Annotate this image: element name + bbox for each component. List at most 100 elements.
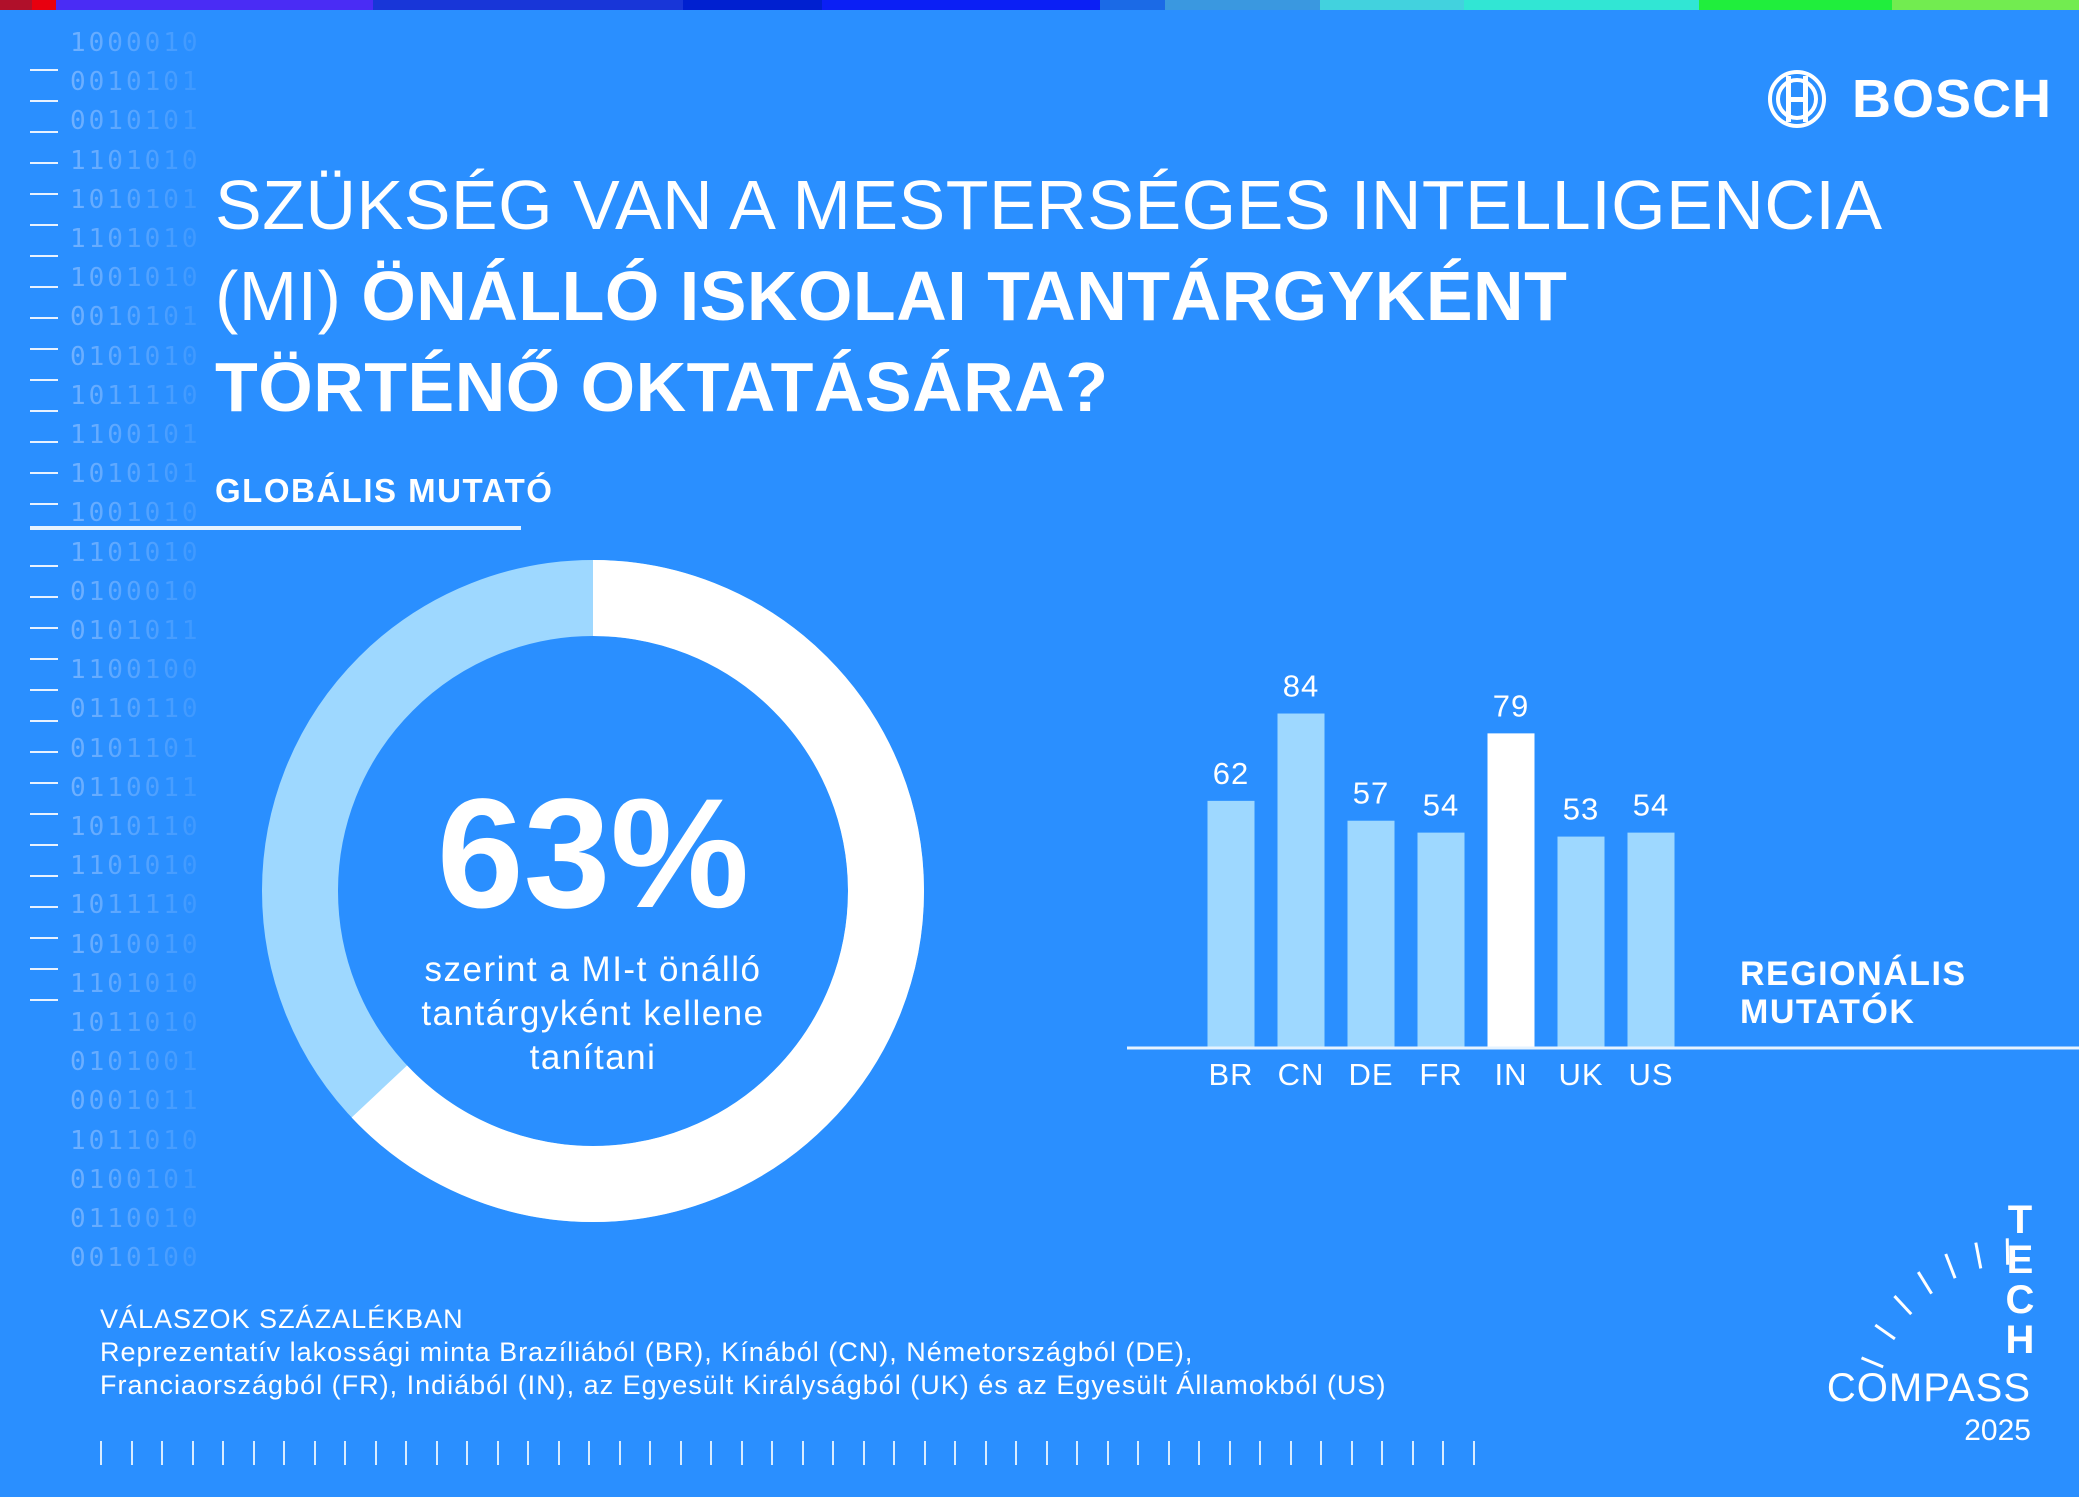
ruler-dash <box>30 751 58 753</box>
ruler-dash <box>30 410 58 412</box>
ruler-dash <box>30 100 58 102</box>
binary-row: 1011110 <box>70 380 201 411</box>
binary-row: 1101010 <box>70 145 201 176</box>
ruler-dash <box>30 348 58 350</box>
category-label: DE <box>1348 1057 1393 1092</box>
binary-row: 0001011 <box>70 1086 201 1117</box>
tick-mark <box>1228 1441 1231 1465</box>
bar-cn <box>1277 713 1325 1047</box>
ruler-dash <box>30 472 58 474</box>
regional-label: REGIONÁLIS MUTATÓK <box>1740 955 1967 1031</box>
tick-mark <box>1472 1441 1475 1465</box>
ruler-dash <box>30 224 58 226</box>
ruler-dash <box>30 968 58 970</box>
ruler-dash <box>30 906 58 908</box>
tick-mark <box>313 1441 316 1465</box>
tick-mark <box>1015 1441 1017 1465</box>
category-label: FR <box>1419 1057 1462 1092</box>
compass-tick <box>1974 1242 1983 1269</box>
brand-name: BOSCH <box>1852 69 2053 129</box>
ruler-dash <box>30 937 58 939</box>
bar-value-label: 62 <box>1213 756 1249 791</box>
ruler-dash <box>30 689 58 691</box>
strip-segment <box>1164 0 1320 10</box>
binary-row: 1011010 <box>70 1008 201 1038</box>
bar-value-label: 57 <box>1353 776 1389 811</box>
binary-row: 0101011 <box>70 616 201 646</box>
compass-ticks-icon <box>1860 1238 2010 1369</box>
ruler-dash <box>30 379 58 381</box>
binary-row: 1011110 <box>70 890 201 921</box>
page-title: SZÜKSÉG VAN A MESTERSÉGES INTELLIGENCIA … <box>215 160 1883 433</box>
bar-chart: 62 BR 84 CN 57 DE 54 FR 79 IN 53 UK 54 US <box>1207 669 1675 1092</box>
tick-mark <box>374 1441 377 1465</box>
strip-segment <box>683 0 823 10</box>
ruler-dash <box>30 255 58 257</box>
title-line-1: SZÜKSÉG VAN A MESTERSÉGES INTELLIGENCIA <box>215 166 1883 244</box>
strip-segment <box>32 0 56 10</box>
ruler-dash <box>30 658 58 660</box>
bar-value-label: 54 <box>1423 788 1459 823</box>
strip-segment <box>1699 0 1892 10</box>
tick-mark <box>1259 1441 1261 1465</box>
footer-heading: VÁLASZOK SZÁZALÉKBAN <box>100 1304 464 1334</box>
ruler-dash <box>30 286 58 288</box>
tick-mark <box>893 1441 895 1465</box>
category-label: BR <box>1208 1057 1253 1092</box>
compass-tick <box>1893 1295 1913 1316</box>
binary-row: 1010110 <box>70 812 201 842</box>
binary-row: 1100100 <box>70 655 201 686</box>
binary-row: 0010101 <box>70 67 201 98</box>
ruler-dash <box>30 844 58 846</box>
footer-line: Franciaországból (FR), Indiából (IN), az… <box>100 1370 1387 1400</box>
tick-mark <box>588 1441 590 1465</box>
caption-line: szerint a MI-t önálló <box>424 950 762 989</box>
title-line-2-bold: ÖNÁLLÓ ISKOLAI TANTÁRGYKÉNT <box>361 257 1568 335</box>
binary-row: 1101010 <box>70 968 201 999</box>
category-label: US <box>1628 1057 1673 1092</box>
caption-line: tanítani <box>529 1038 657 1077</box>
tick-mark <box>222 1441 224 1465</box>
ruler-dash <box>30 317 58 319</box>
global-underline <box>30 526 521 530</box>
binary-row: 0101101 <box>70 733 201 764</box>
strip-segment <box>1319 0 1465 10</box>
bar-value-label: 79 <box>1493 688 1529 723</box>
binary-row: 0010101 <box>70 106 201 137</box>
compass-word: COMPASS <box>1826 1366 2031 1410</box>
tick-mark <box>862 1441 865 1465</box>
tick-mark <box>283 1441 285 1465</box>
footer-line: Reprezentatív lakossági minta Brazíliábó… <box>100 1337 1194 1367</box>
ruler-dash <box>30 193 58 195</box>
bosch-logo: BOSCH <box>1766 68 2052 130</box>
tick-mark <box>252 1441 255 1465</box>
binary-row: 0010101 <box>70 302 201 333</box>
bar-fr <box>1417 832 1465 1047</box>
strip-segment <box>1100 0 1165 10</box>
tick-mark <box>1106 1441 1109 1465</box>
ruler-dash <box>30 162 58 164</box>
ruler-dash <box>30 782 58 784</box>
bar-uk <box>1557 836 1605 1047</box>
ruler-dash <box>30 69 58 71</box>
tick-mark <box>527 1441 529 1465</box>
global-caption: szerint a MI-t önálló tantárgyként kelle… <box>393 948 793 1080</box>
tick-mark <box>557 1441 560 1465</box>
bar-de <box>1347 820 1395 1047</box>
tick-mark <box>1076 1441 1078 1465</box>
bosch-armature-icon <box>1768 70 1826 128</box>
bar-in <box>1487 733 1535 1047</box>
ruler-dash <box>30 720 58 722</box>
compass-tick <box>1860 1356 1884 1369</box>
strip-segment <box>822 0 1101 10</box>
tick-mark <box>1350 1441 1353 1465</box>
ruler-dash <box>30 627 58 629</box>
binary-row: 1101010 <box>70 851 201 882</box>
tick-mark <box>191 1441 194 1465</box>
tick-mark <box>1045 1441 1048 1465</box>
strip-segment <box>1891 0 2079 10</box>
binary-row: 0101001 <box>70 1047 201 1078</box>
tick-mark <box>405 1441 407 1465</box>
tick-mark <box>344 1441 346 1465</box>
compass-tick <box>1916 1271 1933 1295</box>
